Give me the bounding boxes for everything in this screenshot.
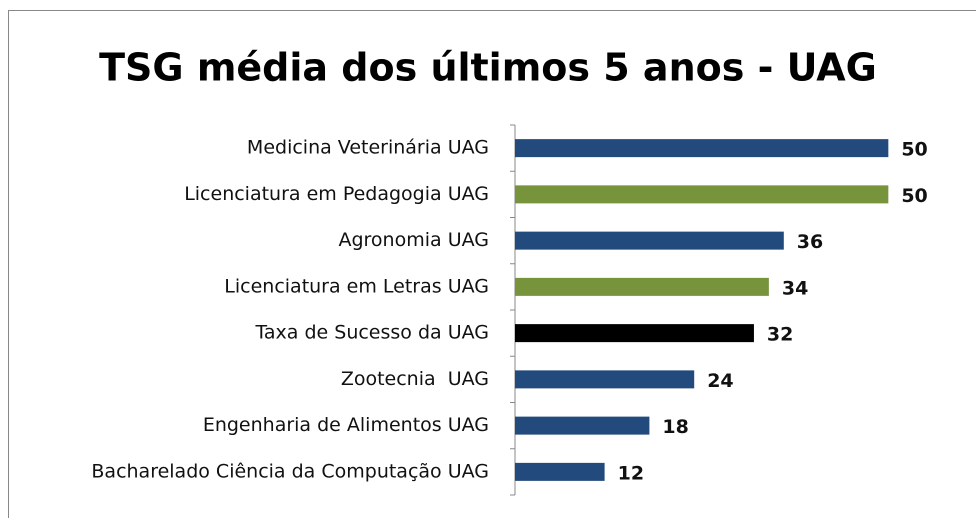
y-tick-label: Bacharelado Ciência da Computação UAG bbox=[91, 460, 489, 482]
value-label: 36 bbox=[797, 231, 823, 253]
value-label: 24 bbox=[707, 370, 733, 392]
bar bbox=[515, 231, 784, 250]
value-label: 34 bbox=[782, 277, 808, 299]
y-tick-label: Zootecnia UAG bbox=[341, 368, 489, 390]
bar bbox=[515, 462, 605, 481]
value-label: 50 bbox=[901, 185, 927, 207]
bar bbox=[515, 139, 889, 158]
y-tick-label: Taxa de Sucesso da UAG bbox=[254, 322, 489, 344]
y-tick-label: Licenciatura em Pedagogia UAG bbox=[184, 183, 489, 205]
y-tick-label: Licenciatura em Letras UAG bbox=[224, 275, 489, 297]
y-tick-label: Engenharia de Alimentos UAG bbox=[203, 414, 489, 436]
bar bbox=[515, 324, 754, 343]
bar bbox=[515, 370, 695, 389]
chart-title: TSG média dos últimos 5 anos - UAG bbox=[99, 46, 877, 90]
value-label: 18 bbox=[662, 416, 688, 438]
bar bbox=[515, 277, 769, 296]
value-label: 32 bbox=[767, 324, 793, 346]
y-tick-label: Medicina Veterinária UAG bbox=[247, 137, 489, 159]
bar bbox=[515, 185, 889, 204]
bar bbox=[515, 416, 650, 435]
value-label: 12 bbox=[618, 462, 644, 484]
y-tick-label: Agronomia UAG bbox=[338, 229, 489, 251]
chart-frame bbox=[8, 10, 976, 518]
value-label: 50 bbox=[901, 139, 927, 161]
